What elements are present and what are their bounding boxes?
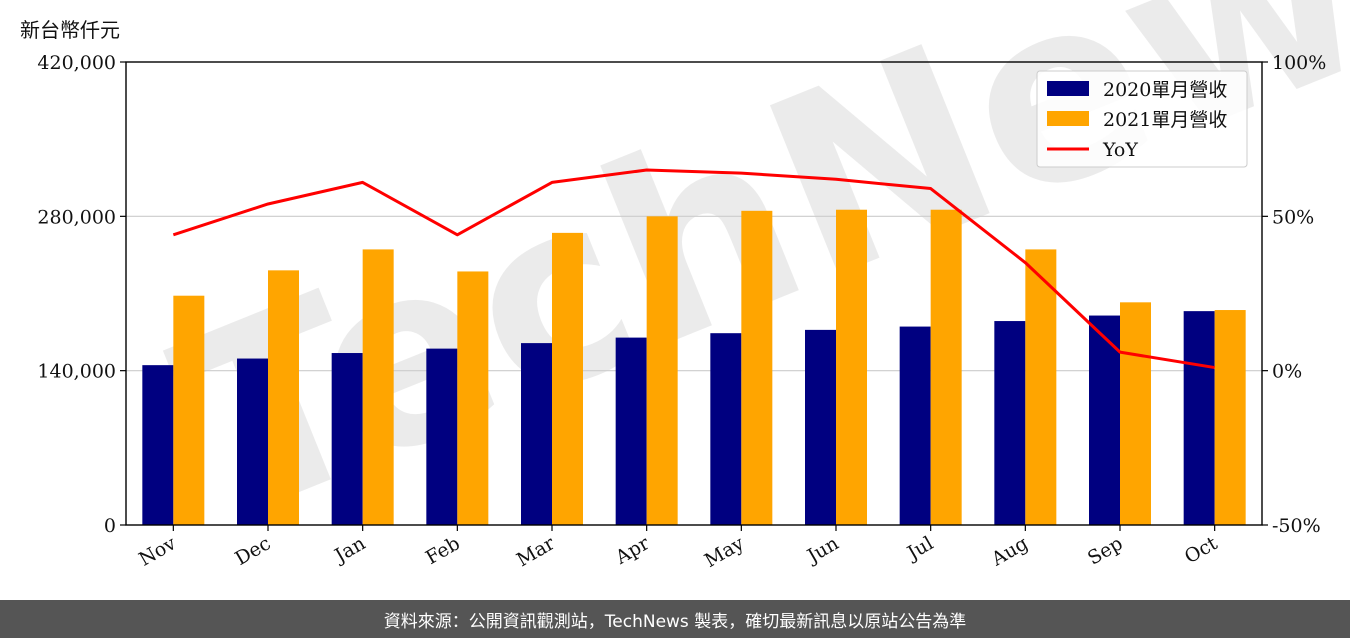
x-tick-label: Mar bbox=[513, 532, 559, 571]
x-tick-label: Nov bbox=[135, 532, 180, 571]
y2-tick-label: -50% bbox=[1272, 515, 1321, 537]
bar-2020-jul bbox=[899, 326, 931, 525]
y2-tick-label: 50% bbox=[1272, 206, 1314, 228]
legend-box bbox=[1036, 70, 1248, 168]
bar-2021-oct bbox=[1214, 310, 1246, 525]
y2-tick-label: 100% bbox=[1272, 52, 1326, 74]
bar-2021-feb bbox=[457, 271, 489, 525]
legend-swatch-2020 bbox=[1047, 81, 1089, 96]
legend-swatch-2021 bbox=[1047, 111, 1089, 126]
bar-2020-feb bbox=[426, 348, 458, 525]
bar-2021-sep bbox=[1120, 302, 1151, 525]
x-tick-label: Aug bbox=[987, 532, 1032, 571]
bar-2020-dec bbox=[237, 358, 268, 525]
x-tick-label: Jul bbox=[902, 532, 937, 565]
bar-2020-may bbox=[710, 333, 742, 525]
bar-2020-mar bbox=[521, 343, 552, 525]
unit-label: 新台幣仟元 bbox=[20, 18, 120, 42]
bar-2020-sep bbox=[1089, 315, 1120, 525]
bar-2020-nov bbox=[142, 365, 174, 525]
bar-2020-jan bbox=[331, 353, 363, 525]
bar-2021-jul bbox=[930, 209, 962, 525]
bar-2020-jun bbox=[805, 329, 836, 525]
y-tick-label: 140,000 bbox=[37, 361, 116, 383]
plot-frame bbox=[125, 61, 1263, 526]
legend-label-yoy: YoY bbox=[1102, 139, 1138, 161]
y2-tick-label: 0% bbox=[1272, 361, 1302, 383]
footer-text: 資料來源：公開資訊觀測站，TechNews 製表，確切最新訊息以原站公告為準 bbox=[383, 611, 967, 632]
x-tick-label: May bbox=[701, 532, 748, 572]
y-tick-label: 420,000 bbox=[37, 52, 116, 74]
legend-label-2020: 2020單月營收 bbox=[1103, 79, 1227, 101]
x-tick-label: Feb bbox=[422, 532, 464, 569]
footer-source-note: 資料來源：公開資訊觀測站，TechNews 製表，確切最新訊息以原站公告為準 bbox=[0, 600, 1350, 638]
y-tick-label: 280,000 bbox=[37, 206, 116, 228]
bar-2021-may bbox=[741, 210, 773, 526]
bar-2021-dec bbox=[268, 270, 299, 525]
bar-2020-aug bbox=[994, 321, 1026, 525]
chart: TechNews 0140,000280,000420,000-50%0%50%… bbox=[37, 0, 1350, 575]
x-tick-label: Apr bbox=[611, 532, 654, 569]
bar-2021-mar bbox=[552, 232, 583, 525]
legend-label-2021: 2021單月營收 bbox=[1103, 109, 1227, 131]
bar-2021-jan bbox=[362, 249, 394, 525]
yoy-line bbox=[172, 168, 1215, 370]
legend: 2020單月營收 2021單月營收 YoY bbox=[1036, 70, 1248, 168]
bar-2021-nov bbox=[173, 295, 205, 525]
bar-2021-jun bbox=[836, 209, 867, 525]
grid-lines bbox=[126, 215, 1262, 372]
bar-2020-apr bbox=[615, 337, 647, 525]
x-tick-label: Oct bbox=[1181, 532, 1222, 568]
bar-2021-aug bbox=[1025, 249, 1057, 525]
x-tick-label: Sep bbox=[1084, 532, 1127, 569]
y-tick-label: 0 bbox=[104, 515, 116, 537]
bar-2021-apr bbox=[646, 216, 678, 526]
yoy-line-group bbox=[172, 168, 1215, 370]
bar-2020-oct bbox=[1183, 311, 1215, 525]
x-tick-label: Jun bbox=[802, 532, 843, 568]
bars bbox=[142, 209, 1246, 526]
